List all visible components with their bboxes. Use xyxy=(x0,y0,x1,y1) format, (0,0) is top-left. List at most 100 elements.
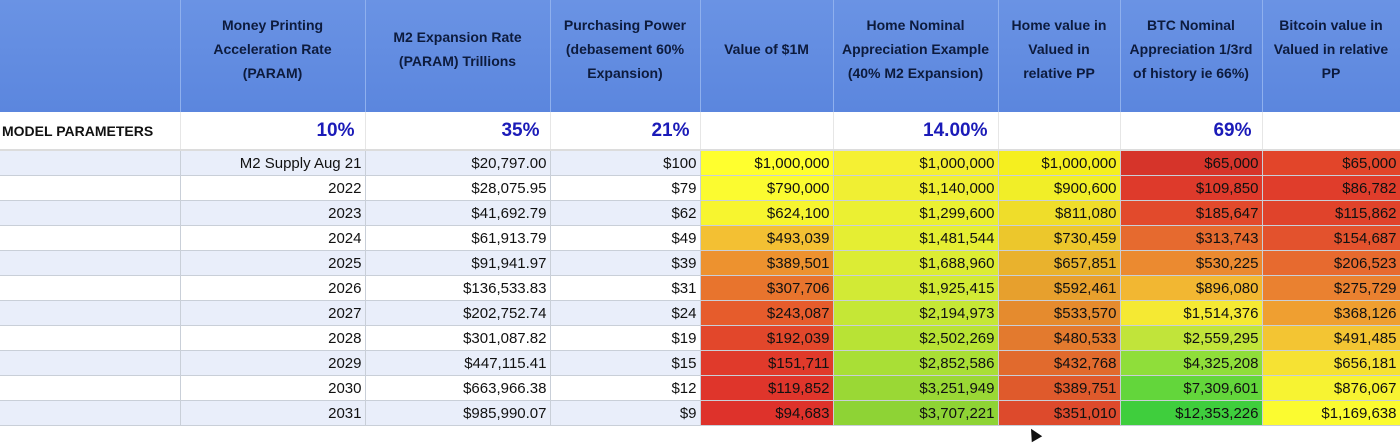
value-cell-col-6[interactable]: $533,570 xyxy=(998,300,1121,326)
row-blank-cell[interactable] xyxy=(0,375,181,401)
value-cell-col-8[interactable]: $115,862 xyxy=(1262,200,1400,226)
value-cell-col-8[interactable]: $368,126 xyxy=(1262,300,1400,326)
row-label-cell[interactable]: 2027 xyxy=(180,300,366,326)
value-cell-col-4[interactable]: $493,039 xyxy=(700,225,834,251)
value-cell-col-6[interactable]: $1,000,000 xyxy=(998,151,1121,176)
value-cell-col-5[interactable]: $3,251,949 xyxy=(833,375,999,401)
value-cell-col-2[interactable]: $61,913.79 xyxy=(365,225,551,251)
value-cell-col-8[interactable]: $876,067 xyxy=(1262,375,1400,401)
value-cell-col-7[interactable]: $65,000 xyxy=(1120,151,1263,176)
value-cell-col-2[interactable]: $28,075.95 xyxy=(365,175,551,201)
value-cell-col-3[interactable]: $15 xyxy=(550,350,701,376)
value-cell-col-6[interactable]: $811,080 xyxy=(998,200,1121,226)
value-cell-col-6[interactable]: $432,768 xyxy=(998,350,1121,376)
value-cell-col-4[interactable]: $624,100 xyxy=(700,200,834,226)
value-cell-col-6[interactable]: $592,461 xyxy=(998,275,1121,301)
header-cell-6[interactable]: Home value in Valued in relative PP xyxy=(998,0,1121,112)
value-cell-col-7[interactable]: $313,743 xyxy=(1120,225,1263,251)
header-cell-2[interactable]: M2 Expansion Rate (PARAM) Trillions xyxy=(365,0,551,112)
header-cell-5[interactable]: Home Nominal Appreciation Example (40% M… xyxy=(833,0,999,112)
value-cell-col-3[interactable]: $24 xyxy=(550,300,701,326)
row-label-cell[interactable]: 2026 xyxy=(180,275,366,301)
value-cell-col-3[interactable]: $19 xyxy=(550,325,701,351)
value-cell-col-6[interactable]: $730,459 xyxy=(998,225,1121,251)
header-cell-7[interactable]: BTC Nominal Appreciation 1/3rd of histor… xyxy=(1120,0,1263,112)
value-cell-col-8[interactable]: $86,782 xyxy=(1262,175,1400,201)
param-cell-4[interactable] xyxy=(700,112,834,149)
value-cell-col-3[interactable]: $12 xyxy=(550,375,701,401)
value-cell-col-5[interactable]: $1,000,000 xyxy=(833,151,999,176)
value-cell-col-7[interactable]: $4,325,208 xyxy=(1120,350,1263,376)
value-cell-col-6[interactable]: $657,851 xyxy=(998,250,1121,276)
value-cell-col-3[interactable]: $31 xyxy=(550,275,701,301)
value-cell-col-4[interactable]: $151,711 xyxy=(700,350,834,376)
value-cell-col-7[interactable]: $109,850 xyxy=(1120,175,1263,201)
value-cell-col-2[interactable]: $663,966.38 xyxy=(365,375,551,401)
value-cell-col-7[interactable]: $896,080 xyxy=(1120,275,1263,301)
value-cell-col-8[interactable]: $65,000 xyxy=(1262,151,1400,176)
row-blank-cell[interactable] xyxy=(0,175,181,201)
row-label-cell[interactable]: 2030 xyxy=(180,375,366,401)
value-cell-col-3[interactable]: $39 xyxy=(550,250,701,276)
param-cell-8[interactable] xyxy=(1262,112,1400,149)
value-cell-col-2[interactable]: $91,941.97 xyxy=(365,250,551,276)
value-cell-col-7[interactable]: $185,647 xyxy=(1120,200,1263,226)
header-cell-3[interactable]: Purchasing Power (debasement 60% Expansi… xyxy=(550,0,701,112)
row-blank-cell[interactable] xyxy=(0,350,181,376)
value-cell-col-4[interactable]: $192,039 xyxy=(700,325,834,351)
value-cell-col-5[interactable]: $2,194,973 xyxy=(833,300,999,326)
value-cell-col-6[interactable]: $389,751 xyxy=(998,375,1121,401)
header-cell-1[interactable]: Money Printing Acceleration Rate (PARAM) xyxy=(180,0,366,112)
value-cell-col-5[interactable]: $1,688,960 xyxy=(833,250,999,276)
value-cell-col-7[interactable]: $2,559,295 xyxy=(1120,325,1263,351)
row-blank-cell[interactable] xyxy=(0,250,181,276)
value-cell-col-4[interactable]: $307,706 xyxy=(700,275,834,301)
row-blank-cell[interactable] xyxy=(0,225,181,251)
row-blank-cell[interactable] xyxy=(0,400,181,426)
value-cell-col-5[interactable]: $1,925,415 xyxy=(833,275,999,301)
value-cell-col-4[interactable]: $243,087 xyxy=(700,300,834,326)
row-label-cell[interactable]: M2 Supply Aug 21 xyxy=(180,151,366,176)
value-cell-col-4[interactable]: $790,000 xyxy=(700,175,834,201)
value-cell-col-4[interactable]: $119,852 xyxy=(700,375,834,401)
value-cell-col-2[interactable]: $41,692.79 xyxy=(365,200,551,226)
value-cell-col-4[interactable]: $389,501 xyxy=(700,250,834,276)
row-label-cell[interactable]: 2023 xyxy=(180,200,366,226)
row-label-cell[interactable]: 2028 xyxy=(180,325,366,351)
value-cell-col-8[interactable]: $275,729 xyxy=(1262,275,1400,301)
value-cell-col-2[interactable]: $136,533.83 xyxy=(365,275,551,301)
value-cell-col-5[interactable]: $3,707,221 xyxy=(833,400,999,426)
row-label-cell[interactable]: 2025 xyxy=(180,250,366,276)
value-cell-col-8[interactable]: $656,181 xyxy=(1262,350,1400,376)
row-blank-cell[interactable] xyxy=(0,275,181,301)
value-cell-col-2[interactable]: $985,990.07 xyxy=(365,400,551,426)
row-blank-cell[interactable] xyxy=(0,200,181,226)
param-cell-5[interactable]: 14.00% xyxy=(833,112,999,149)
header-cell-0[interactable] xyxy=(0,0,181,112)
row-label-cell[interactable]: 2029 xyxy=(180,350,366,376)
value-cell-col-8[interactable]: $154,687 xyxy=(1262,225,1400,251)
row-label-cell[interactable]: 2022 xyxy=(180,175,366,201)
row-label-cell[interactable]: 2024 xyxy=(180,225,366,251)
value-cell-col-5[interactable]: $1,481,544 xyxy=(833,225,999,251)
value-cell-col-2[interactable]: $447,115.41 xyxy=(365,350,551,376)
value-cell-col-3[interactable]: $79 xyxy=(550,175,701,201)
value-cell-col-8[interactable]: $491,485 xyxy=(1262,325,1400,351)
row-blank-cell[interactable] xyxy=(0,300,181,326)
value-cell-col-6[interactable]: $351,010 xyxy=(998,400,1121,426)
value-cell-col-7[interactable]: $12,353,226 xyxy=(1120,400,1263,426)
param-cell-3[interactable]: 21% xyxy=(550,112,701,149)
value-cell-col-8[interactable]: $206,523 xyxy=(1262,250,1400,276)
value-cell-col-6[interactable]: $480,533 xyxy=(998,325,1121,351)
value-cell-col-5[interactable]: $2,852,586 xyxy=(833,350,999,376)
model-parameters-label[interactable]: MODEL PARAMETERS xyxy=(0,112,181,149)
row-blank-cell[interactable] xyxy=(0,325,181,351)
value-cell-col-7[interactable]: $7,309,601 xyxy=(1120,375,1263,401)
value-cell-col-6[interactable]: $900,600 xyxy=(998,175,1121,201)
header-cell-8[interactable]: Bitcoin value in Valued in relative PP xyxy=(1262,0,1400,112)
value-cell-col-5[interactable]: $1,299,600 xyxy=(833,200,999,226)
value-cell-col-8[interactable]: $1,169,638 xyxy=(1262,400,1400,426)
value-cell-col-3[interactable]: $9 xyxy=(550,400,701,426)
value-cell-col-5[interactable]: $2,502,269 xyxy=(833,325,999,351)
value-cell-col-3[interactable]: $62 xyxy=(550,200,701,226)
